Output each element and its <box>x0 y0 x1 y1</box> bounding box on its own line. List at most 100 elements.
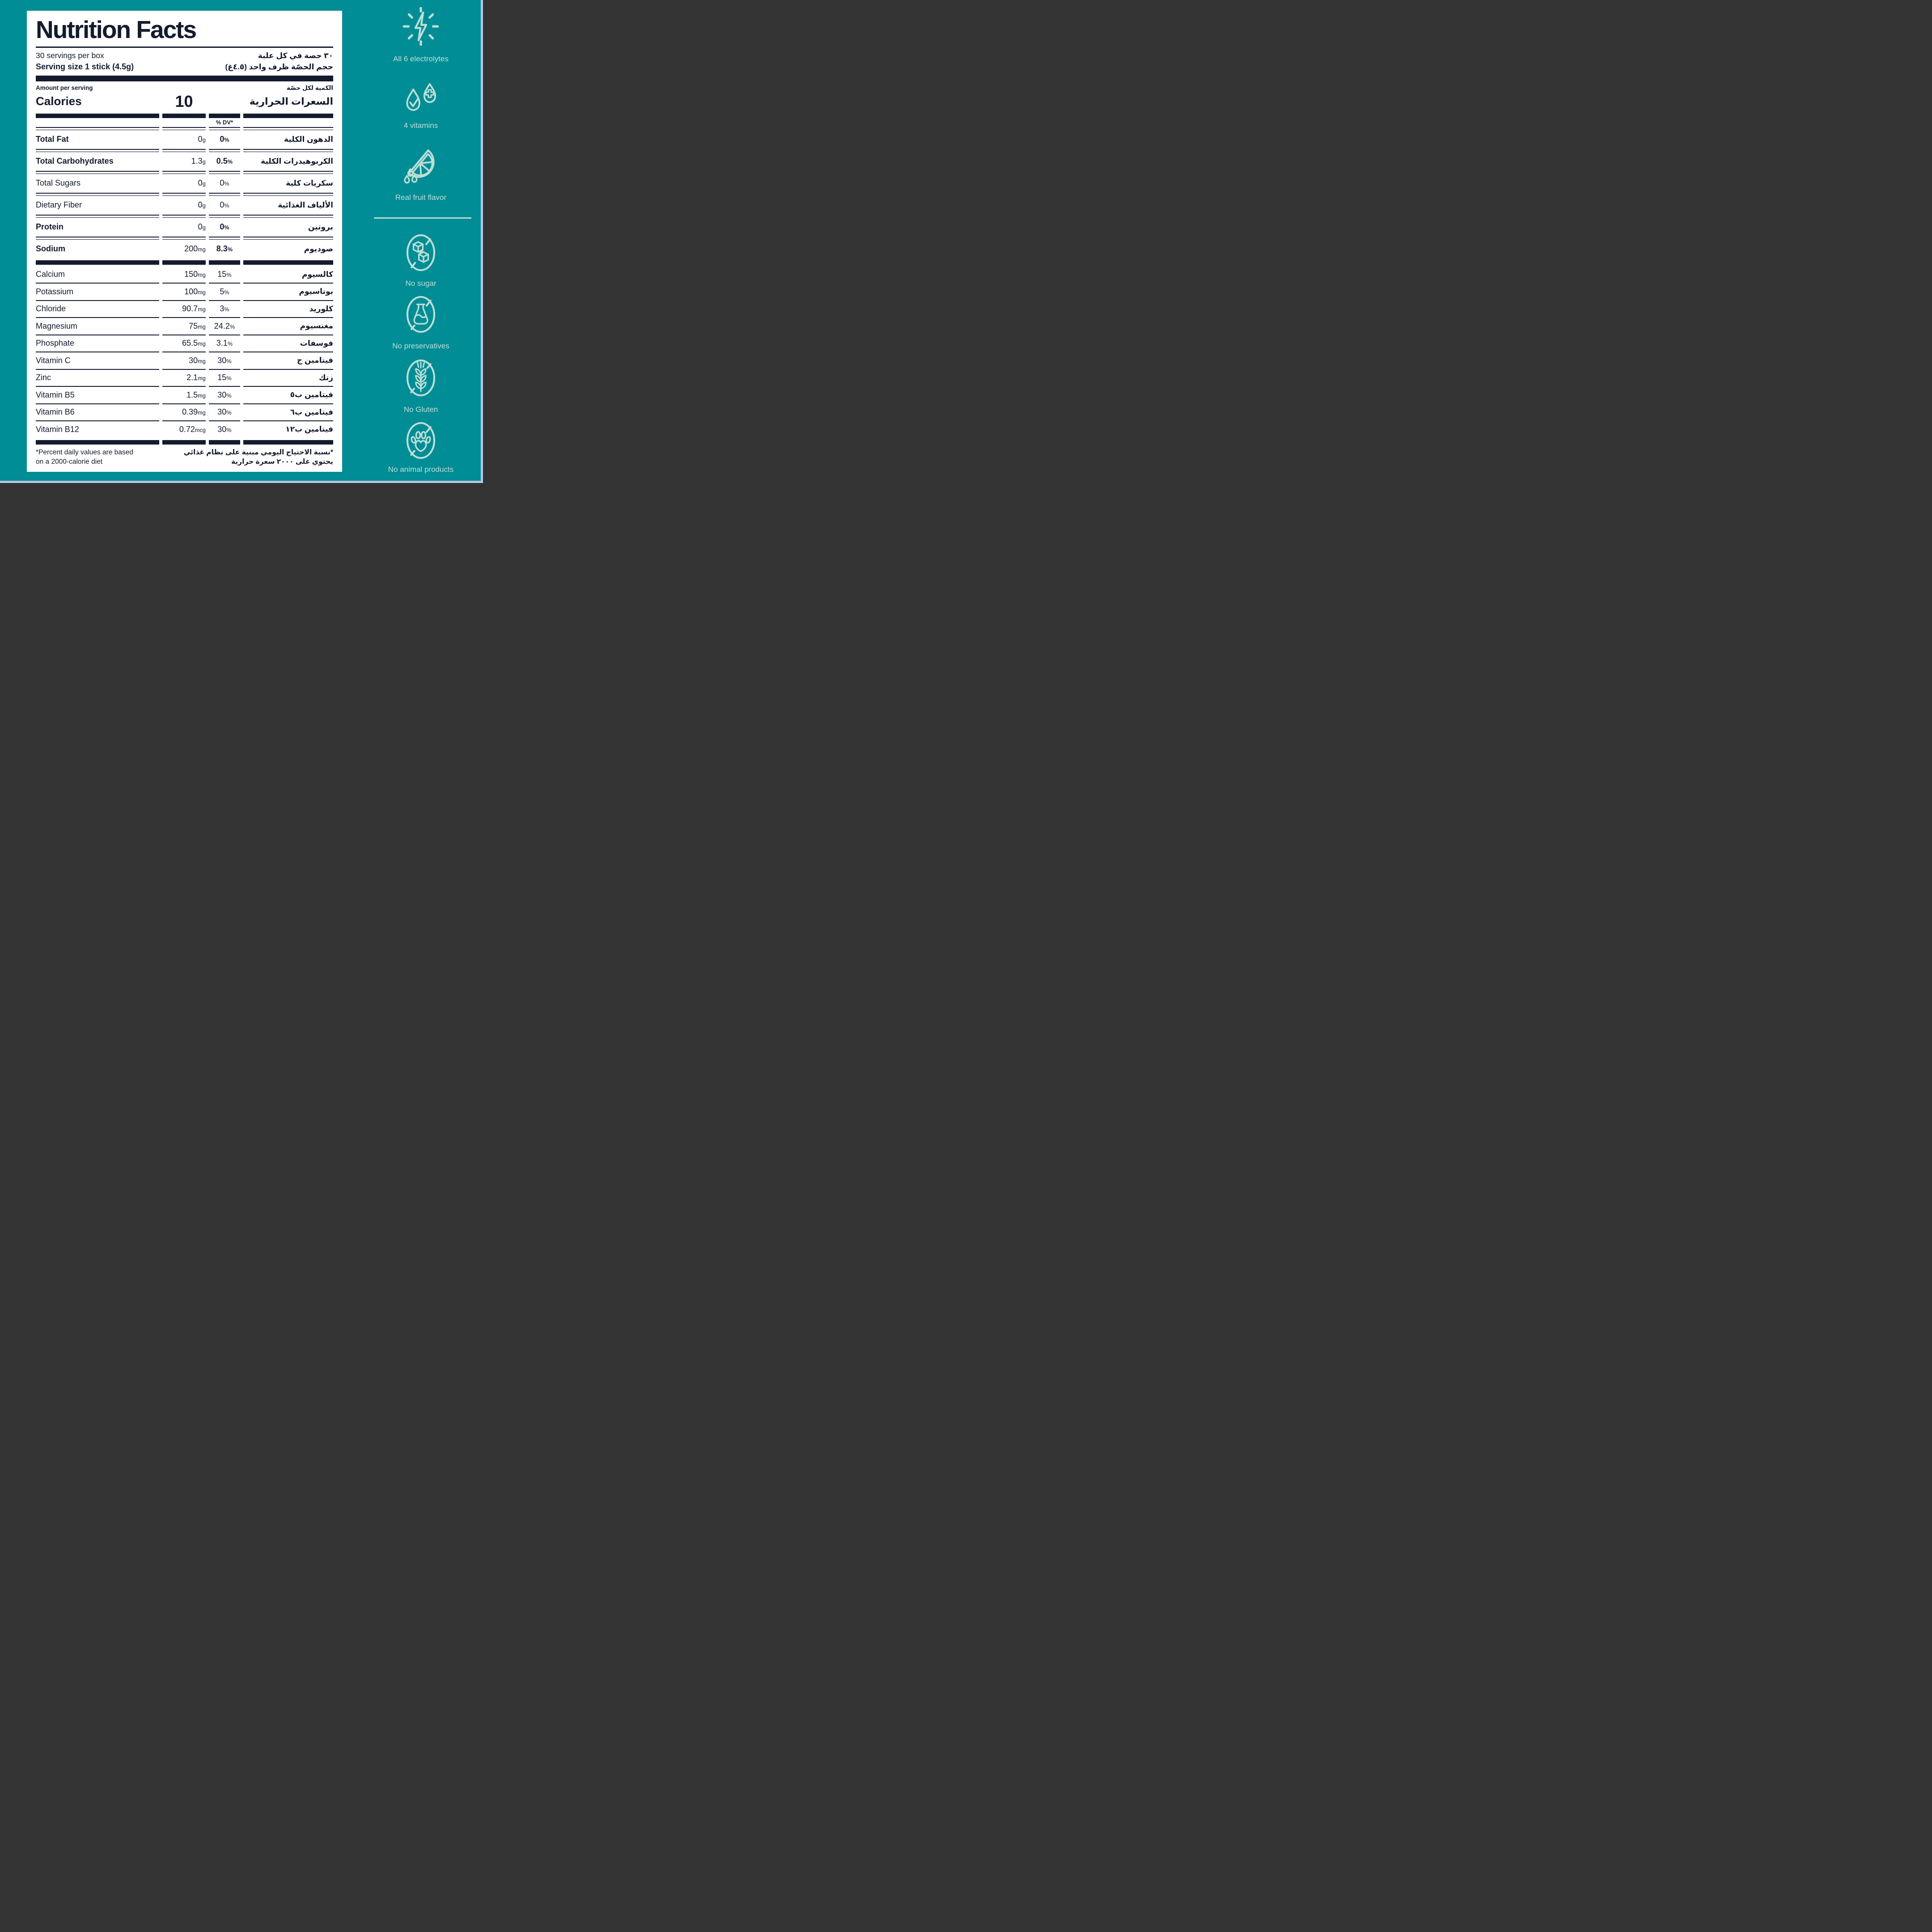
calories-label-en: Calories <box>36 94 82 108</box>
serving-size-ar: حجم الحصّة ظرف واحد (٤.٥غ) <box>225 62 333 71</box>
serving-size-row: Serving size 1 stick (4.5g) حجم الحصّة ظ… <box>36 61 333 72</box>
feature-no-animal-products: No animal products <box>358 420 483 474</box>
nutrient-name-en: Vitamin B5 <box>36 390 75 399</box>
calories-label-ar: السعرات الحرارية <box>249 95 333 107</box>
feature-label: No sugar <box>405 279 436 288</box>
row-separator <box>36 420 333 422</box>
nutrient-dv: 0% <box>220 178 229 188</box>
edge-strip-right <box>481 0 483 483</box>
nutrient-name-en: Magnesium <box>36 321 78 330</box>
feature-fruit-flavor: Real fruit flavor <box>358 148 483 202</box>
nutrient-row: Sodium 200mg 8.3% صوديوم <box>36 240 333 258</box>
thick-divider-bar <box>36 75 333 81</box>
feature-label: All 6 electrolytes <box>393 55 449 63</box>
nutrient-name-ar: بوتاسيوم <box>299 287 333 296</box>
calories-row: Calories 10 السعرات الحرارية <box>36 92 333 111</box>
nutrient-amount: 0g <box>198 178 206 188</box>
feature-electrolytes: All 6 electrolytes <box>358 7 483 64</box>
nutrient-name-en: Sodium <box>36 244 65 254</box>
row-separator <box>36 127 333 130</box>
feature-label: No Gluten <box>403 405 438 414</box>
nutrient-name-en: Vitamin B12 <box>36 424 79 434</box>
nutrient-row: Chloride 90.7mg 3% كلوريد <box>36 301 333 318</box>
nutrient-amount: 1.5mg <box>186 390 206 399</box>
servings-per-box-row: 30 servings per box ٣٠ حصة في كل علبة <box>36 51 333 61</box>
nutrient-row: Total Sugars 0g 0% سكريات كلية <box>36 174 333 193</box>
row-separator <box>36 317 333 318</box>
nutrient-amount: 90.7mg <box>182 304 206 314</box>
amount-per-serving-ar: الكمية لكل حصّة <box>287 84 333 91</box>
feature-no-sugar: No sugar <box>358 233 483 288</box>
nutrient-amount: 0g <box>198 135 206 144</box>
nutrient-row: Vitamin B5 1.5mg 30% فيتامين ب٥ <box>36 387 333 403</box>
nutrient-dv: 15% <box>217 270 232 279</box>
micro-nutrients-table: Calcium 150mg 15% كالسيوم Potassium 100mg 5% بو… <box>36 267 333 438</box>
nutrient-name-ar: الدهون الكلية <box>284 135 333 144</box>
nutrient-amount: 100mg <box>184 287 206 296</box>
nutrient-name-en: Total Sugars <box>36 178 81 188</box>
nutrient-name-en: Protein <box>36 222 64 232</box>
nutrient-amount: 0.72mcg <box>179 424 206 434</box>
row-separator <box>36 403 333 404</box>
nutrient-dv: 3.1% <box>216 339 233 348</box>
nutrient-name-ar: فيتامين ج <box>297 356 333 365</box>
nutrient-name-en: Zinc <box>36 373 51 382</box>
nutrient-row: Protein 0g 0% بروتين <box>36 218 333 237</box>
title-rule <box>36 46 333 48</box>
nutrient-row: Vitamin B6 0.39mg 30% فيتامين ب٦ <box>36 404 333 421</box>
nutrient-dv: 0% <box>220 200 229 210</box>
nutrient-amount: 30mg <box>189 356 206 365</box>
nutrient-dv: 3% <box>220 304 229 314</box>
amount-per-serving-row: Amount per serving الكمية لكل حصّة <box>36 85 333 92</box>
footnote-en: *Percent daily values are based on a 200… <box>36 448 133 466</box>
nutrient-dv: 15% <box>217 373 232 382</box>
nutrient-dv: 30% <box>217 390 232 399</box>
nutrient-row: Magnesium 75mg 24.2% مغنسيوم <box>36 318 333 335</box>
nutrient-amount: 0g <box>198 200 206 210</box>
footnote-ar: *نسبة الاحتياج اليومي مبنية على نظام غذا… <box>183 448 333 466</box>
nutrient-name-ar: صوديوم <box>304 244 333 253</box>
nutrient-name-ar: كلوريد <box>309 304 333 313</box>
citrus-icon <box>402 148 440 186</box>
row-separator <box>36 214 333 218</box>
nutrient-name-ar: فيتامين ب٥ <box>290 390 333 399</box>
row-separator <box>36 283 333 284</box>
nutrient-dv: 5% <box>220 287 229 296</box>
nutrient-name-ar: بروتين <box>308 222 333 231</box>
nutrient-amount: 1.3g <box>191 157 206 166</box>
serving-size-en: Serving size 1 stick (4.5g) <box>36 62 134 71</box>
row-separator <box>36 192 333 196</box>
nutrient-row: Total Fat 0g 0% الدهون الكلية <box>36 130 333 149</box>
nutrition-facts-card: Nutrition Facts 30 servings per box ٣٠ ح… <box>27 11 342 472</box>
nutrient-row: Potassium 100mg 5% بوتاسيوم <box>36 284 333 300</box>
nutrient-row: Zinc 2.1mg 15% زنك <box>36 370 333 386</box>
nutrient-dv: 30% <box>217 356 232 365</box>
no-animal-icon <box>404 420 438 461</box>
feature-label: No preservatives <box>392 342 449 350</box>
nutrient-dv: 0.5% <box>216 157 233 166</box>
nutrient-row: Calcium 150mg 15% كالسيوم <box>36 267 333 283</box>
nutrient-name-en: Phosphate <box>36 339 75 348</box>
nutrient-name-ar: فيتامين ب١٢ <box>285 425 333 434</box>
row-separator <box>36 148 333 152</box>
droplets-icon <box>400 83 441 118</box>
sidebar-divider <box>374 217 471 219</box>
nutrient-dv: 0% <box>220 222 229 232</box>
servings-per-box-ar: ٣٠ حصة في كل علبة <box>258 51 333 60</box>
nutrient-row: Dietary Fiber 0g 0% الألياف الغذائية <box>36 196 333 215</box>
nutrient-amount: 150mg <box>184 270 206 279</box>
nutrition-label-panel: Nutrition Facts 30 servings per box ٣٠ ح… <box>0 0 483 483</box>
servings-per-box-en: 30 servings per box <box>36 51 104 60</box>
nutrient-name-ar: سكريات كلية <box>286 178 333 187</box>
macro-nutrients-table: Total Fat 0g 0% الدهون الكلية Total Carbohyd… <box>36 127 333 258</box>
nutrient-amount: 0g <box>198 222 206 232</box>
row-separator <box>36 369 333 370</box>
nutrient-name-en: Total Carbohydrates <box>36 157 114 166</box>
nutrient-dv: 30% <box>217 407 232 417</box>
nutrient-row: Phosphate 65.5mg 3.1% فوسفات <box>36 335 333 352</box>
feature-vitamins: 4 vitamins <box>358 83 483 130</box>
nutrient-name-en: Dietary Fiber <box>36 200 82 210</box>
nutrient-name-en: Total Fat <box>36 135 69 144</box>
segmented-bar <box>36 440 333 445</box>
nutrient-name-ar: الكربوهيدرات الكلية <box>261 157 333 165</box>
